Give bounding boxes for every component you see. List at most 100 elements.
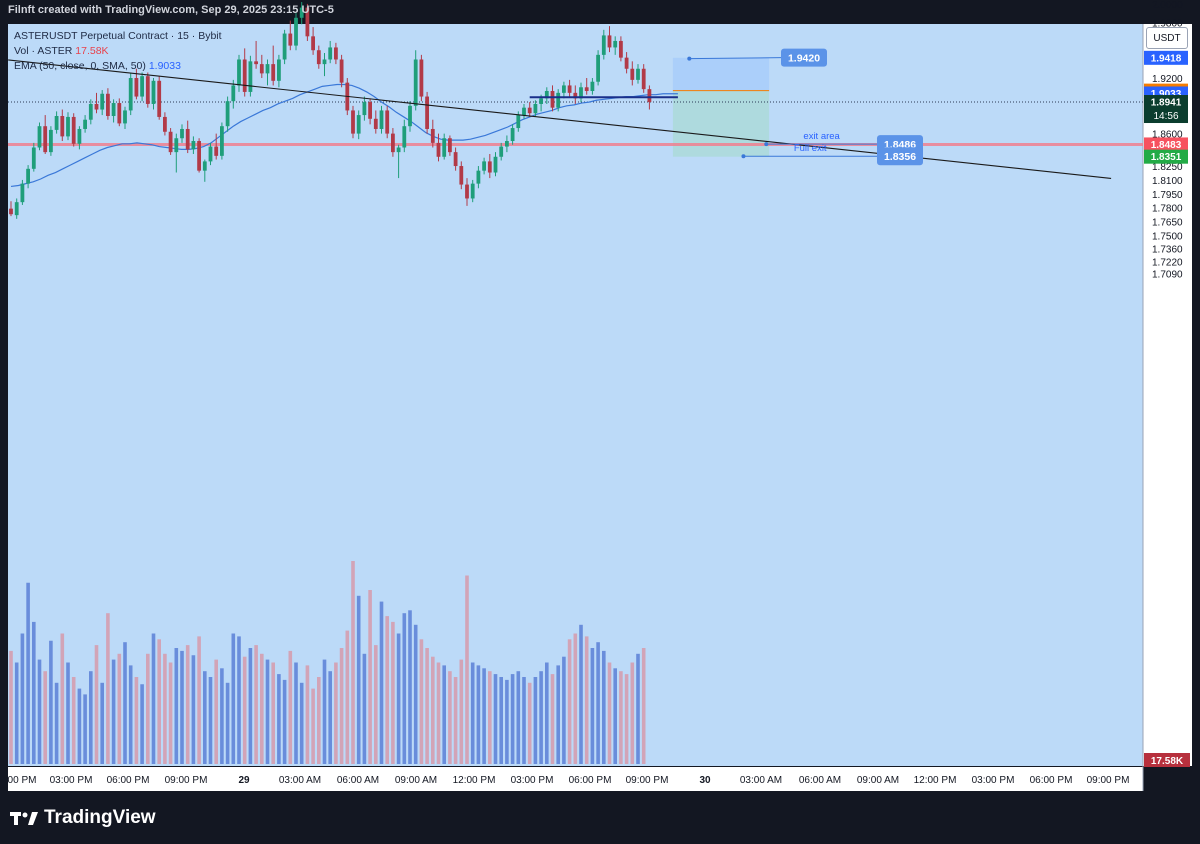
candle-body xyxy=(573,92,578,99)
volume-bar xyxy=(237,636,241,764)
volume-bar xyxy=(630,662,635,764)
candle-body xyxy=(100,93,105,110)
volume-bar xyxy=(174,648,179,764)
volume-bar xyxy=(83,694,87,764)
candle-body xyxy=(168,131,173,153)
candle-body xyxy=(579,87,583,99)
legend-ema-label: EMA (50, close, 0, SMA, 50) xyxy=(14,60,146,72)
candle-body xyxy=(106,93,110,117)
candle xyxy=(20,179,25,205)
candle-body xyxy=(562,85,566,93)
candle-body xyxy=(453,152,458,167)
candle xyxy=(237,54,241,92)
annotation-full-exit: 1.8356 Full exit xyxy=(741,143,923,166)
candle-body xyxy=(88,103,93,120)
volume-bar xyxy=(391,621,395,764)
price-tag-label: 1.8483 xyxy=(1151,140,1182,151)
candle-body xyxy=(163,116,167,132)
candle-body xyxy=(174,138,179,153)
candle-body xyxy=(419,59,424,97)
candle-body xyxy=(66,116,70,137)
candle xyxy=(442,133,447,160)
candle xyxy=(316,45,321,69)
candle-body xyxy=(60,116,65,137)
price-tag: 1.8483 xyxy=(1144,137,1188,152)
candle xyxy=(448,135,452,156)
volume-bar xyxy=(476,665,481,764)
candle xyxy=(88,99,93,125)
volume-bar xyxy=(488,671,492,764)
candle xyxy=(311,27,315,55)
candle xyxy=(619,36,623,62)
candle xyxy=(499,142,504,161)
volume-bar xyxy=(356,595,361,764)
target-zone xyxy=(672,57,770,91)
price-tag: 1.8941 14:56 xyxy=(1144,95,1188,124)
volume-bar xyxy=(408,610,412,764)
candle xyxy=(379,105,384,134)
volume-bar xyxy=(562,656,566,764)
candle xyxy=(248,55,253,97)
candle-body xyxy=(619,40,623,58)
candle xyxy=(493,152,498,177)
volume-bar xyxy=(305,665,310,764)
volume-bar xyxy=(197,636,201,764)
candle-body xyxy=(516,115,521,129)
candle xyxy=(579,82,583,103)
price-tag-label: 1.8351 xyxy=(1151,152,1182,163)
candle xyxy=(77,126,82,150)
candle xyxy=(385,105,390,139)
volume-bar xyxy=(545,662,549,764)
volume-bar xyxy=(94,645,99,764)
time-tick-label: 09:00 AM xyxy=(395,775,437,786)
candle xyxy=(544,87,549,104)
annotation-full-exit-note: Full exit xyxy=(794,143,827,154)
candle xyxy=(185,120,190,154)
volume-bar xyxy=(493,674,498,764)
volume-bar xyxy=(317,677,321,764)
candle-body xyxy=(613,40,618,48)
candle xyxy=(351,105,355,139)
price-tag: 1.8351 xyxy=(1144,149,1188,164)
volume-bar xyxy=(602,650,606,764)
candle xyxy=(607,26,612,53)
candle-body xyxy=(191,141,196,150)
candle-body xyxy=(157,80,162,117)
volume-bar xyxy=(140,684,144,764)
candle xyxy=(208,142,213,166)
candle xyxy=(630,61,635,86)
time-tick-label: 03:00 AM xyxy=(279,775,321,786)
annotation-full-exit-anchor xyxy=(741,154,746,159)
time-tick-label: 09:00 PM xyxy=(1087,775,1130,786)
candle xyxy=(408,101,412,132)
candle-body xyxy=(487,161,492,173)
candle-body xyxy=(237,59,241,86)
legend-volume: Vol · ASTER 17.58K xyxy=(14,45,109,57)
price-tag: 1.9418 xyxy=(1144,50,1188,65)
candle-body xyxy=(305,7,310,37)
candle-body xyxy=(385,110,390,134)
candle xyxy=(476,166,481,189)
candle xyxy=(174,133,179,173)
candle xyxy=(60,109,65,142)
candle xyxy=(117,98,122,127)
candle-body xyxy=(533,103,538,114)
volume-bar xyxy=(522,677,526,764)
snapshot-title: Filnft created with TradingView.com, Sep… xyxy=(8,4,334,16)
candle-body xyxy=(499,146,504,157)
candle-body xyxy=(282,33,287,60)
currency-button[interactable]: USDT xyxy=(1146,27,1188,49)
candle-body xyxy=(527,107,532,114)
volume-bar xyxy=(248,648,253,764)
candle xyxy=(294,13,298,51)
candle-body xyxy=(49,129,53,153)
volume-bar xyxy=(379,601,384,764)
volume-tag-box xyxy=(1144,753,1190,767)
volume-bar xyxy=(77,688,82,764)
candle xyxy=(368,98,372,125)
candle-body xyxy=(202,161,207,171)
brand-name: TradingView xyxy=(44,807,156,828)
candle-body xyxy=(647,89,652,103)
candle-body xyxy=(26,168,30,184)
